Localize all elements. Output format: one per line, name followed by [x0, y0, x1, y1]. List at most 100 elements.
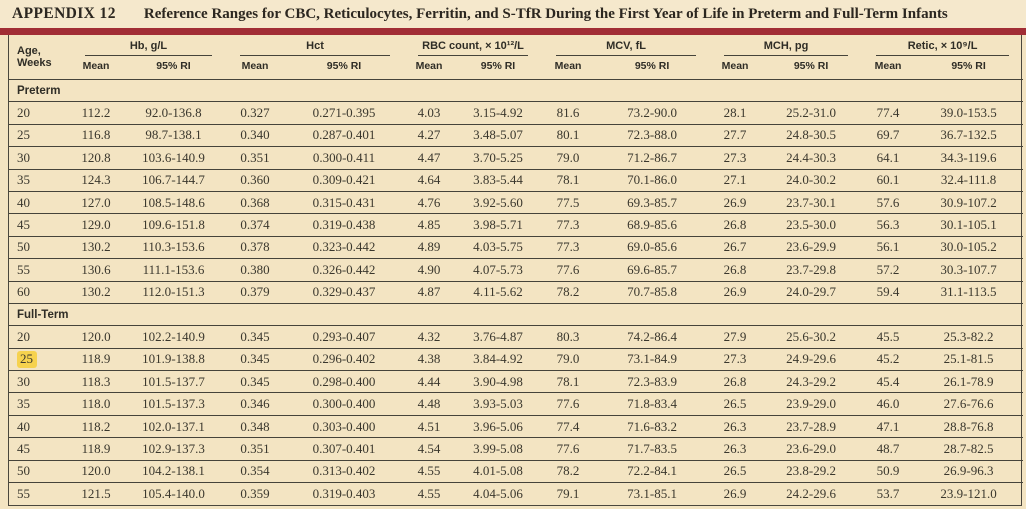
value-cell: 31.1-113.5 — [914, 280, 1024, 304]
value-cell: 0.313-0.402 — [284, 459, 405, 483]
age-cell: 60 — [9, 280, 71, 304]
value-cell: 3.93-5.03 — [454, 392, 543, 416]
value-cell: 0.359 — [226, 482, 284, 505]
value-cell: 92.0-136.8 — [121, 101, 226, 125]
value-cell: 0.300-0.400 — [284, 392, 405, 416]
value-cell: 102.9-137.3 — [121, 437, 226, 461]
reference-ranges-table: Age, Weeks Hb, g/L Hct RBC count, × 10¹²/L… — [9, 35, 1024, 505]
value-cell: 73.1-84.9 — [594, 347, 711, 371]
value-cell: 104.2-138.1 — [121, 459, 226, 483]
value-cell: 30.1-105.1 — [914, 213, 1024, 237]
value-cell: 39.0-153.5 — [914, 101, 1024, 125]
value-cell: 24.4-30.3 — [760, 146, 863, 170]
value-cell: 72.3-88.0 — [594, 123, 711, 147]
value-cell: 72.2-84.1 — [594, 459, 711, 483]
value-cell: 27.7 — [710, 123, 761, 147]
age-cell: 45 — [9, 437, 71, 461]
table-row: 25 116.8 98.7-138.1 0.340 0.287-0.401 4.27 3.4… — [9, 123, 1024, 147]
value-cell: 77.5 — [542, 190, 595, 214]
value-cell: 0.319-0.403 — [284, 482, 405, 505]
value-cell: 0.346 — [226, 392, 284, 416]
age-cell: 40 — [9, 414, 71, 438]
value-cell: 70.1-86.0 — [594, 168, 711, 192]
value-cell: 3.83-5.44 — [454, 168, 543, 192]
value-cell: 30.0-105.2 — [914, 235, 1024, 259]
value-cell: 0.323-0.442 — [284, 235, 405, 259]
value-cell: 3.96-5.06 — [454, 414, 543, 438]
value-cell: 34.3-119.6 — [914, 146, 1024, 170]
value-cell: 36.7-132.5 — [914, 123, 1024, 147]
value-cell: 0.326-0.442 — [284, 258, 405, 282]
value-cell: 0.379 — [226, 280, 284, 304]
value-cell: 64.1 — [862, 146, 915, 170]
value-cell: 69.7 — [862, 123, 915, 147]
value-cell: 0.329-0.437 — [284, 280, 405, 304]
value-cell: 26.8 — [710, 258, 761, 282]
value-cell: 24.8-30.5 — [760, 123, 863, 147]
value-cell: 3.92-5.60 — [454, 190, 543, 214]
value-cell: 121.5 — [71, 482, 121, 505]
value-cell: 0.315-0.431 — [284, 190, 405, 214]
value-cell: 69.3-85.7 — [594, 190, 711, 214]
value-cell: 26.8 — [710, 370, 761, 393]
age-cell: 30 — [9, 146, 71, 170]
value-cell: 3.70-5.25 — [454, 146, 543, 170]
subcolumn-header: 95% RI — [793, 60, 829, 72]
value-cell: 80.1 — [542, 123, 595, 147]
value-cell: 32.4-111.8 — [914, 168, 1024, 192]
value-cell: 109.6-151.8 — [121, 213, 226, 237]
value-cell: 78.1 — [542, 370, 595, 393]
value-cell: 0.351 — [226, 146, 284, 170]
value-cell: 3.15-4.92 — [454, 101, 543, 125]
value-cell: 3.99-5.08 — [454, 437, 543, 461]
value-cell: 30.3-107.7 — [914, 258, 1024, 282]
value-cell: 102.2-140.9 — [121, 325, 226, 349]
value-cell: 4.90 — [404, 258, 455, 282]
value-cell: 4.48 — [404, 392, 455, 416]
value-cell: 73.2-90.0 — [594, 101, 711, 125]
value-cell: 4.64 — [404, 168, 455, 192]
value-cell: 27.9 — [710, 325, 761, 349]
value-cell: 26.9-96.3 — [914, 459, 1024, 483]
value-cell: 4.32 — [404, 325, 455, 349]
value-cell: 118.2 — [71, 414, 121, 438]
value-cell: 30.9-107.2 — [914, 190, 1024, 214]
value-cell: 70.7-85.8 — [594, 280, 711, 304]
table-row: 30 118.3 101.5-137.7 0.345 0.298-0.400 4.44 3.… — [9, 370, 1024, 393]
value-cell: 78.1 — [542, 168, 595, 192]
column-group-header: Retic, × 10⁹/L — [862, 35, 1023, 56]
value-cell: 27.1 — [710, 168, 761, 192]
value-cell: 0.327 — [226, 101, 284, 125]
age-cell: 50 — [9, 459, 71, 483]
value-cell: 4.87 — [404, 280, 455, 304]
value-cell: 23.8-29.2 — [760, 459, 863, 483]
value-cell: 80.3 — [542, 325, 595, 349]
value-cell: 23.9-29.0 — [760, 392, 863, 416]
value-cell: 0.380 — [226, 258, 284, 282]
value-cell: 3.84-4.92 — [454, 347, 543, 371]
value-cell: 0.345 — [226, 325, 284, 349]
appendix-number-label: APPENDIX 12 — [12, 5, 116, 22]
value-cell: 25.1-81.5 — [914, 347, 1024, 371]
column-group-header: MCV, fL — [542, 35, 710, 56]
table-row: 20 112.2 92.0-136.8 0.327 0.271-0.395 4.03 3.1… — [9, 101, 1024, 125]
value-cell: 120.0 — [71, 325, 121, 349]
value-cell: 71.8-83.4 — [594, 392, 711, 416]
value-cell: 101.9-138.8 — [121, 347, 226, 371]
value-cell: 23.7-28.9 — [760, 414, 863, 438]
age-cell: 55 — [9, 258, 71, 282]
age-cell: 25 — [9, 123, 71, 147]
age-cell: 45 — [9, 213, 71, 237]
value-cell: 4.44 — [404, 370, 455, 393]
value-cell: 4.55 — [404, 459, 455, 483]
value-cell: 4.03-5.75 — [454, 235, 543, 259]
value-cell: 116.8 — [71, 123, 121, 147]
value-cell: 23.5-30.0 — [760, 213, 863, 237]
value-cell: 0.374 — [226, 213, 284, 237]
value-cell: 0.378 — [226, 235, 284, 259]
age-header-line2: Weeks — [17, 57, 52, 69]
value-cell: 45.2 — [862, 347, 915, 371]
value-cell: 47.1 — [862, 414, 915, 438]
table-body: Preterm 20 112.2 92.0-136.8 0.327 0.271-0.395… — [9, 78, 1024, 505]
value-cell: 0.360 — [226, 168, 284, 192]
